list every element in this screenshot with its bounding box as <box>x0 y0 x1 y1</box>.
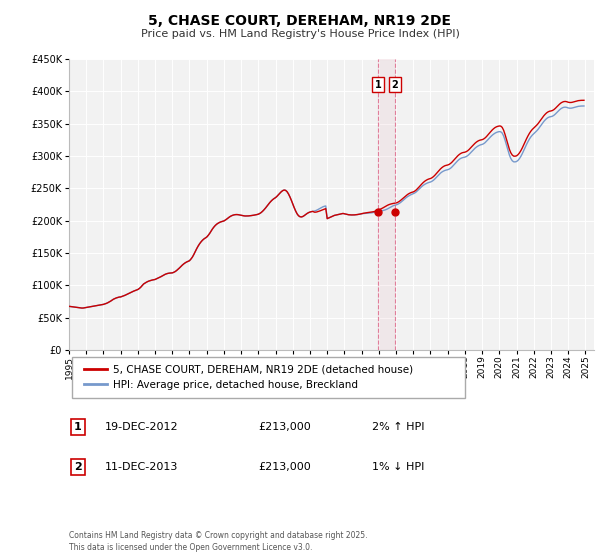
Text: £213,000: £213,000 <box>258 422 311 432</box>
Text: £213,000: £213,000 <box>258 462 311 472</box>
FancyBboxPatch shape <box>71 357 466 398</box>
Legend: 5, CHASE COURT, DEREHAM, NR19 2DE (detached house), HPI: Average price, detached: 5, CHASE COURT, DEREHAM, NR19 2DE (detac… <box>79 361 417 394</box>
Text: 19-DEC-2012: 19-DEC-2012 <box>105 422 179 432</box>
Bar <box>378 59 395 350</box>
Text: 11-DEC-2013: 11-DEC-2013 <box>105 462 178 472</box>
Text: Contains HM Land Registry data © Crown copyright and database right 2025.
This d: Contains HM Land Registry data © Crown c… <box>69 531 367 552</box>
Text: 2% ↑ HPI: 2% ↑ HPI <box>372 422 425 432</box>
Text: 1: 1 <box>74 422 82 432</box>
Text: 1: 1 <box>375 80 382 90</box>
Text: 2: 2 <box>74 462 82 472</box>
Text: 5, CHASE COURT, DEREHAM, NR19 2DE: 5, CHASE COURT, DEREHAM, NR19 2DE <box>149 14 452 28</box>
Text: Price paid vs. HM Land Registry's House Price Index (HPI): Price paid vs. HM Land Registry's House … <box>140 29 460 39</box>
Text: 2: 2 <box>392 80 398 90</box>
Text: 1% ↓ HPI: 1% ↓ HPI <box>372 462 424 472</box>
